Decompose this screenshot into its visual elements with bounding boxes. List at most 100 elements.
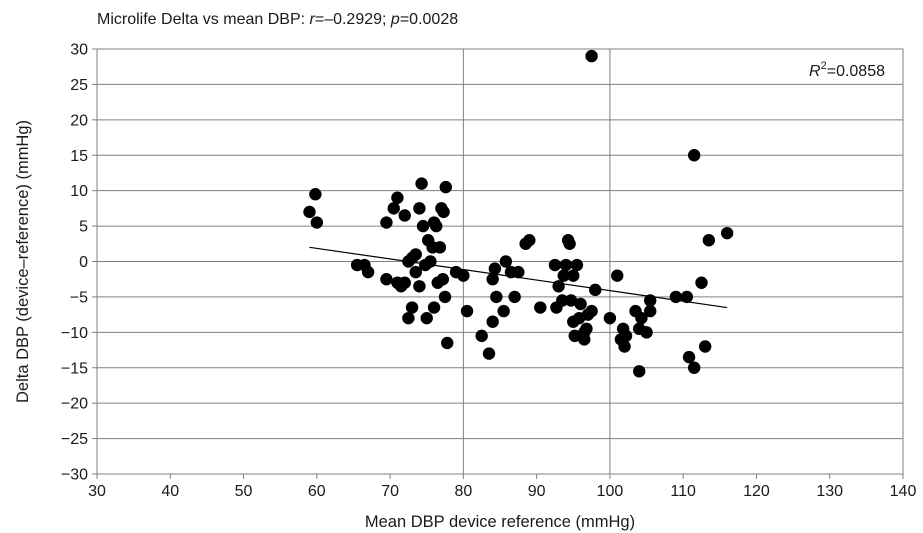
data-point bbox=[557, 269, 570, 282]
data-point bbox=[427, 301, 441, 314]
data-point bbox=[441, 336, 454, 350]
x-tick-label: 130 bbox=[816, 483, 843, 500]
data-point bbox=[413, 202, 426, 215]
data-point bbox=[556, 294, 569, 307]
x-axis-ticks: 30 40 50 60 70 80 90 100 110 120 130 140 bbox=[88, 474, 916, 500]
data-point bbox=[409, 265, 422, 279]
x-tick-label: 50 bbox=[235, 483, 253, 500]
data-point bbox=[687, 149, 701, 162]
data-point bbox=[415, 177, 428, 190]
y-axis-title: Delta DBP (device–reference) (mmHg) bbox=[14, 120, 32, 403]
data-point bbox=[405, 301, 419, 314]
data-point bbox=[420, 311, 433, 325]
x-tick-label: 60 bbox=[308, 483, 326, 500]
x-tick-label: 90 bbox=[528, 483, 546, 500]
data-point bbox=[552, 280, 565, 293]
data-point bbox=[303, 205, 316, 219]
data-point bbox=[482, 347, 496, 360]
x-tick-label: 110 bbox=[670, 483, 696, 500]
y-tick-label: −10 bbox=[61, 325, 88, 342]
y-tick-label: 20 bbox=[70, 112, 88, 129]
data-point bbox=[682, 350, 696, 364]
data-point bbox=[585, 304, 598, 318]
data-point bbox=[486, 315, 499, 328]
data-point bbox=[534, 301, 547, 314]
data-point bbox=[361, 265, 375, 279]
data-point bbox=[413, 280, 426, 293]
data-point bbox=[310, 216, 324, 229]
data-point bbox=[430, 219, 443, 233]
data-point bbox=[589, 283, 602, 297]
x-tick-label: 120 bbox=[743, 483, 770, 500]
data-point bbox=[580, 322, 593, 335]
data-point bbox=[564, 294, 578, 307]
y-tick-label: 25 bbox=[70, 77, 88, 94]
x-tick-label: 30 bbox=[88, 483, 106, 500]
x-tick-label: 70 bbox=[381, 483, 399, 500]
data-point bbox=[578, 333, 591, 346]
data-point bbox=[611, 269, 624, 282]
data-point bbox=[603, 311, 617, 325]
data-point bbox=[490, 290, 503, 304]
data-point bbox=[416, 219, 430, 233]
data-point bbox=[436, 273, 450, 286]
data-point bbox=[568, 329, 581, 343]
data-point bbox=[644, 304, 657, 318]
data-point bbox=[309, 188, 322, 201]
data-point bbox=[391, 191, 404, 204]
data-point bbox=[720, 226, 734, 240]
data-point bbox=[508, 290, 521, 304]
data-point bbox=[460, 304, 474, 318]
y-tick-label: −5 bbox=[70, 289, 88, 306]
y-axis-ticks: 30 25 20 15 10 5 0 −5 −10 −15 −20 −25 −30 bbox=[61, 42, 97, 484]
data-point bbox=[698, 340, 712, 353]
x-tick-label: 100 bbox=[597, 483, 624, 500]
data-point bbox=[523, 234, 536, 247]
data-point bbox=[680, 290, 694, 304]
data-point bbox=[380, 216, 393, 229]
data-point bbox=[475, 329, 488, 343]
data-point bbox=[618, 340, 631, 353]
data-point bbox=[512, 265, 525, 279]
data-point bbox=[486, 273, 499, 286]
data-point bbox=[439, 180, 452, 194]
data-point bbox=[702, 234, 716, 247]
data-point bbox=[437, 205, 450, 219]
x-tick-label: 140 bbox=[890, 483, 917, 500]
data-points bbox=[303, 49, 734, 378]
y-tick-label: 10 bbox=[70, 183, 88, 200]
data-point bbox=[387, 202, 400, 215]
data-point bbox=[433, 241, 447, 254]
y-tick-label: −25 bbox=[61, 431, 88, 448]
data-point bbox=[488, 262, 502, 275]
data-point bbox=[398, 276, 411, 289]
data-point bbox=[567, 269, 580, 282]
data-point bbox=[563, 237, 576, 250]
y-tick-label: −15 bbox=[61, 360, 88, 377]
data-point bbox=[548, 258, 562, 272]
x-tick-label: 40 bbox=[161, 483, 179, 500]
data-point bbox=[640, 326, 653, 339]
data-point bbox=[402, 311, 415, 325]
y-tick-label: 30 bbox=[70, 42, 88, 59]
data-point bbox=[633, 365, 646, 378]
data-point bbox=[570, 258, 584, 272]
data-point bbox=[380, 273, 393, 286]
x-tick-label: 80 bbox=[454, 483, 472, 500]
data-point bbox=[457, 269, 470, 282]
y-tick-label: 15 bbox=[70, 148, 88, 165]
data-point bbox=[619, 329, 633, 343]
r-squared-label: R2=0.0858 bbox=[809, 60, 885, 80]
x-axis-title: Mean DBP device reference (mmHg) bbox=[365, 513, 635, 531]
y-tick-label: −30 bbox=[61, 467, 88, 484]
y-tick-label: 5 bbox=[79, 219, 88, 236]
data-point bbox=[398, 209, 411, 222]
y-tick-label: −20 bbox=[61, 396, 88, 413]
chart-title: Microlife Delta vs mean DBP: r=–0.2929; … bbox=[97, 11, 459, 28]
trendline bbox=[309, 246, 728, 309]
data-point bbox=[585, 49, 598, 63]
data-point bbox=[574, 297, 587, 311]
data-point bbox=[559, 258, 573, 272]
data-point bbox=[499, 255, 513, 268]
